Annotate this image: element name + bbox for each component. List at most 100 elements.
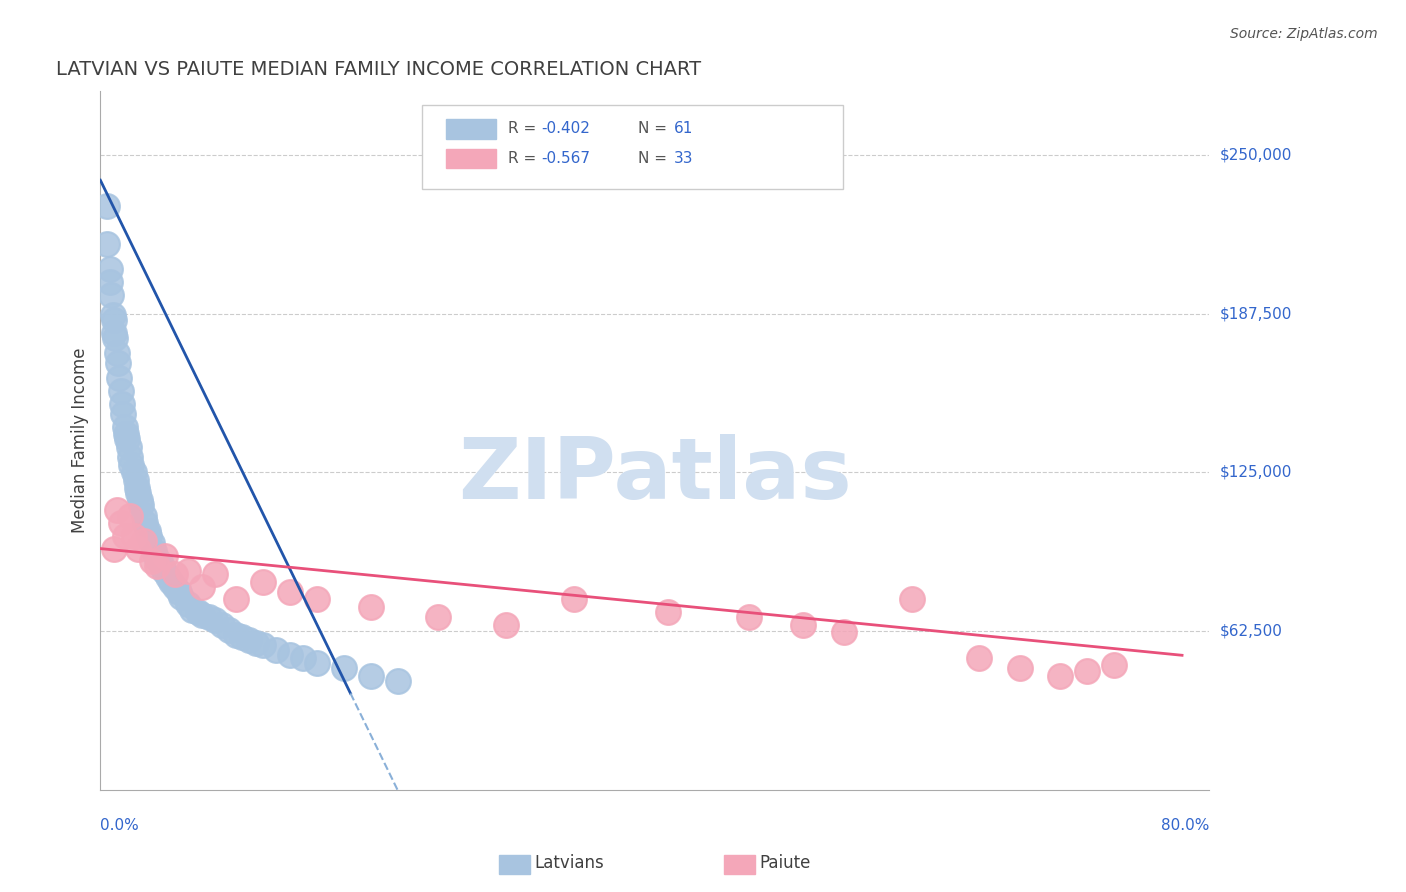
Point — [143, 544, 166, 558]
Point — [98, 262, 121, 277]
Point — [360, 599, 382, 614]
Point — [105, 346, 128, 360]
Point — [117, 433, 139, 447]
Point — [495, 617, 517, 632]
Point — [110, 384, 132, 398]
Point — [190, 580, 212, 594]
Y-axis label: Median Family Income: Median Family Income — [72, 348, 89, 533]
Point — [105, 503, 128, 517]
Text: $187,500: $187,500 — [1220, 306, 1292, 321]
Point — [657, 605, 679, 619]
Point — [204, 613, 226, 627]
Point — [122, 529, 145, 543]
Point — [738, 610, 761, 624]
Point — [96, 236, 118, 251]
Text: 33: 33 — [673, 151, 693, 166]
Point — [252, 574, 274, 589]
Point — [900, 592, 922, 607]
Point — [141, 554, 163, 568]
Point — [305, 592, 328, 607]
Point — [159, 574, 181, 589]
Point — [292, 650, 315, 665]
Point — [120, 458, 142, 472]
Text: Paiute: Paiute — [759, 855, 811, 872]
Point — [211, 617, 233, 632]
Point — [146, 551, 169, 566]
Point — [163, 566, 186, 581]
Point — [177, 565, 200, 579]
Point — [225, 592, 247, 607]
Text: 61: 61 — [673, 121, 693, 136]
Point — [115, 427, 138, 442]
Point — [218, 623, 240, 637]
Point — [108, 371, 131, 385]
Point — [225, 628, 247, 642]
Point — [103, 326, 125, 340]
Point — [104, 331, 127, 345]
Point — [103, 313, 125, 327]
Point — [167, 584, 190, 599]
Point — [238, 633, 260, 648]
Point — [155, 549, 177, 564]
Text: N =: N = — [638, 151, 672, 166]
Text: Source: ZipAtlas.com: Source: ZipAtlas.com — [1230, 27, 1378, 41]
Point — [264, 643, 287, 657]
Point — [278, 648, 301, 663]
Point — [197, 610, 219, 624]
Point — [107, 356, 129, 370]
Text: Latvians: Latvians — [534, 855, 605, 872]
Point — [124, 473, 146, 487]
Point — [101, 308, 124, 322]
Point — [792, 617, 814, 632]
Text: 80.0%: 80.0% — [1161, 818, 1209, 833]
Point — [252, 638, 274, 652]
Point — [141, 536, 163, 550]
Point — [177, 598, 200, 612]
FancyBboxPatch shape — [446, 149, 496, 168]
FancyBboxPatch shape — [422, 105, 844, 189]
Point — [120, 508, 142, 523]
Point — [110, 516, 132, 531]
Point — [134, 516, 156, 531]
Point — [98, 275, 121, 289]
Point — [127, 541, 149, 556]
Text: $125,000: $125,000 — [1220, 465, 1292, 480]
Point — [120, 450, 142, 464]
Text: R =: R = — [509, 151, 541, 166]
Point — [181, 602, 204, 616]
Point — [170, 590, 193, 604]
Point — [128, 493, 150, 508]
Point — [278, 584, 301, 599]
Point — [360, 668, 382, 682]
Point — [138, 529, 160, 543]
Point — [112, 407, 135, 421]
Point — [305, 656, 328, 670]
Text: $250,000: $250,000 — [1220, 147, 1292, 162]
Point — [562, 592, 585, 607]
Point — [204, 566, 226, 581]
Text: N =: N = — [638, 121, 672, 136]
Point — [96, 198, 118, 212]
Point — [832, 625, 855, 640]
Point — [118, 440, 141, 454]
Point — [146, 559, 169, 574]
Point — [127, 485, 149, 500]
Point — [427, 610, 450, 624]
Point — [111, 397, 134, 411]
Point — [153, 565, 176, 579]
Point — [136, 524, 159, 538]
Point — [1076, 664, 1098, 678]
Point — [163, 580, 186, 594]
Text: $62,500: $62,500 — [1220, 624, 1284, 639]
Point — [150, 557, 173, 571]
Point — [122, 466, 145, 480]
Point — [332, 661, 354, 675]
Point — [1008, 661, 1031, 675]
Text: 0.0%: 0.0% — [100, 818, 139, 833]
Point — [132, 508, 155, 523]
Point — [100, 287, 122, 301]
Point — [132, 533, 155, 548]
Point — [114, 529, 136, 543]
FancyBboxPatch shape — [446, 120, 496, 139]
Point — [245, 635, 267, 649]
